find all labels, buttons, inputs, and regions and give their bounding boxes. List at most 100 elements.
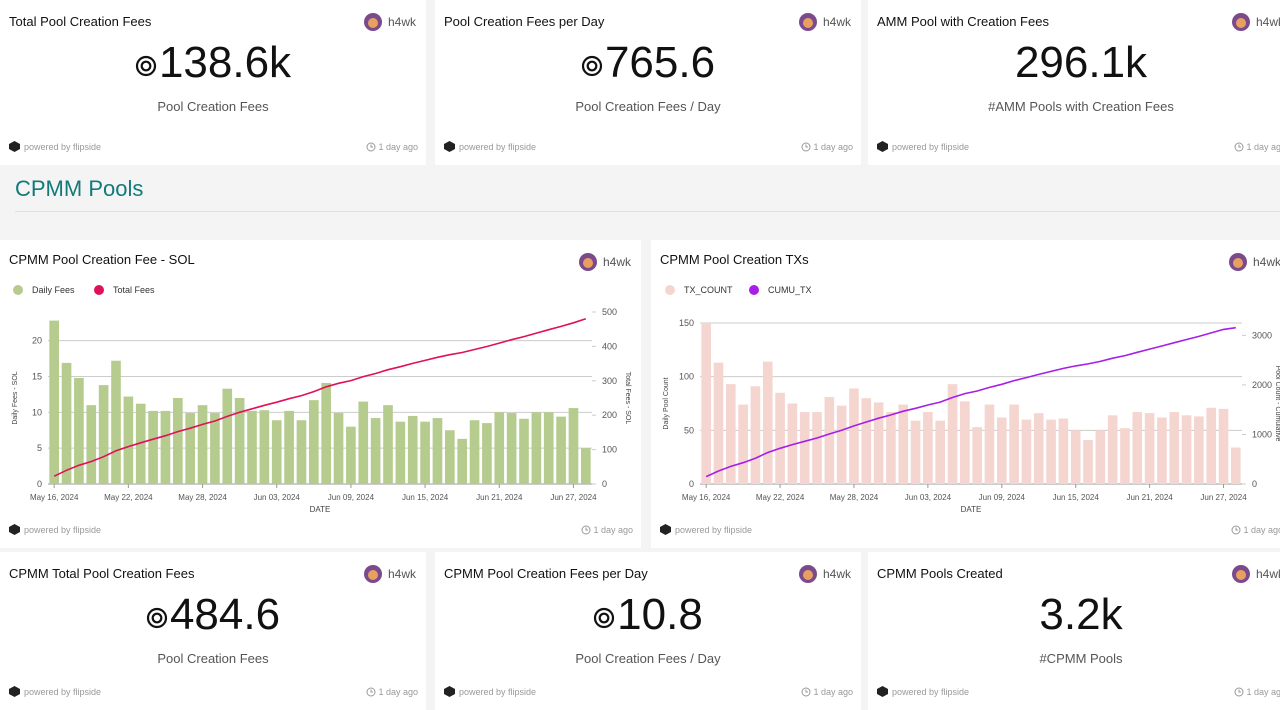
chart-title: CPMM Pool Creation Fee - SOL <box>9 252 195 267</box>
powered-by: powered by flipside <box>24 141 102 152</box>
y-tick-label: 0 <box>689 479 694 489</box>
clock-hand <box>370 144 374 148</box>
bar <box>346 426 356 484</box>
author-name[interactable]: h4wk <box>1255 567 1280 581</box>
bar <box>86 405 97 484</box>
y-tick-label: 5 <box>37 443 42 453</box>
y2-tick-label: 3000 <box>1252 330 1272 340</box>
bar <box>935 420 946 484</box>
bar <box>308 400 319 484</box>
clock-hand <box>1238 689 1242 693</box>
y-tick-label: 20 <box>32 336 42 346</box>
bar <box>61 362 72 484</box>
bar <box>1058 418 1069 484</box>
clock <box>366 687 376 697</box>
author[interactable]: h4wk <box>578 253 631 271</box>
powered-by: powered by flipside <box>892 141 970 152</box>
updated-text: 1 day ago <box>1246 142 1280 152</box>
author-name[interactable]: h4wk <box>602 255 631 269</box>
logo-shape <box>9 524 20 535</box>
bar <box>849 388 859 484</box>
bar <box>457 438 468 484</box>
x-axis-title: DATE <box>961 505 982 514</box>
author[interactable]: h4wk <box>798 565 851 583</box>
bar <box>494 412 505 484</box>
clock <box>366 142 376 152</box>
kpi-card: Total Pool Creation Fees 138.6k Pool Creat… <box>0 0 426 165</box>
x-tick-label: Jun 15, 2024 <box>1053 493 1100 502</box>
bar <box>1021 419 1032 484</box>
clock-hand <box>1235 527 1239 531</box>
bar <box>259 410 270 484</box>
powered-by: powered by flipside <box>24 524 102 535</box>
kpi-value-row: 10.8 <box>435 590 861 640</box>
avatar <box>363 13 382 31</box>
bar <box>444 430 455 484</box>
author-name[interactable]: h4wk <box>822 567 851 581</box>
bar <box>1231 447 1241 484</box>
footer: powered by flipside <box>9 141 101 152</box>
bar <box>1218 408 1229 484</box>
kpi-value: 765.6 <box>604 38 716 87</box>
bar <box>1095 430 1106 484</box>
updated-text: 1 day ago <box>378 687 418 697</box>
bar <box>148 410 158 484</box>
bar <box>234 398 245 484</box>
author[interactable]: h4wk <box>798 13 851 31</box>
y-tick-label: 0 <box>37 479 42 489</box>
sol-icon <box>594 607 615 629</box>
x-tick-label: Jun 27, 2024 <box>550 493 597 502</box>
x-tick-label: May 28, 2024 <box>830 493 879 502</box>
bar <box>775 392 785 484</box>
author[interactable]: h4wk <box>363 565 416 583</box>
kpi-card: CPMM Total Pool Creation Fees 484.6 Pool C… <box>0 552 426 710</box>
sol-ring <box>581 55 603 77</box>
chart: CPMM Pool Creation TXs 0 50 100 150 0 1000 2000… <box>660 252 1280 514</box>
flipside-logo <box>9 686 20 697</box>
author-name[interactable]: h4wk <box>387 15 416 29</box>
author-name[interactable]: h4wk <box>1252 255 1280 269</box>
author[interactable]: h4wk <box>1228 253 1280 271</box>
author[interactable]: h4wk <box>1231 13 1280 31</box>
author-name[interactable]: h4wk <box>387 567 416 581</box>
bar <box>271 420 282 484</box>
x-tick-label: Jun 15, 2024 <box>402 493 449 502</box>
bar <box>222 388 233 484</box>
sol-dot <box>151 612 163 624</box>
sol-dot <box>586 60 598 72</box>
y-tick-label: 10 <box>32 407 42 417</box>
bar <box>1046 419 1056 484</box>
bar <box>947 384 958 484</box>
clock <box>801 142 811 152</box>
author[interactable]: h4wk <box>363 13 416 31</box>
bar <box>1206 407 1217 484</box>
author-name[interactable]: h4wk <box>1255 15 1280 29</box>
bar <box>713 362 724 484</box>
bar <box>160 410 171 484</box>
avatar-face <box>1235 570 1246 580</box>
bar <box>898 404 909 484</box>
bar <box>738 404 748 484</box>
avatar-face <box>1232 258 1243 268</box>
kpi-value-row: 138.6k <box>0 38 426 88</box>
sol-dot <box>598 612 610 624</box>
bar <box>556 416 566 484</box>
avatar <box>1228 253 1247 271</box>
logo-shape <box>877 141 888 152</box>
kpi-value: 138.6k <box>158 38 292 87</box>
avatar <box>798 565 817 583</box>
sol-ring <box>594 607 615 629</box>
avatar <box>1231 565 1250 583</box>
updated-text: 1 day ago <box>813 142 853 152</box>
bar <box>123 396 134 484</box>
legend-swatch <box>13 285 23 295</box>
x-tick-label: May 22, 2024 <box>104 493 153 502</box>
bar <box>531 412 542 484</box>
author-name[interactable]: h4wk <box>822 15 851 29</box>
bar <box>580 448 591 484</box>
chart-title: CPMM Pool Creation TXs <box>660 252 809 267</box>
kpi-value-row: 3.2k <box>868 590 1280 640</box>
author[interactable]: h4wk <box>1231 565 1280 583</box>
clock-icon <box>581 525 591 535</box>
